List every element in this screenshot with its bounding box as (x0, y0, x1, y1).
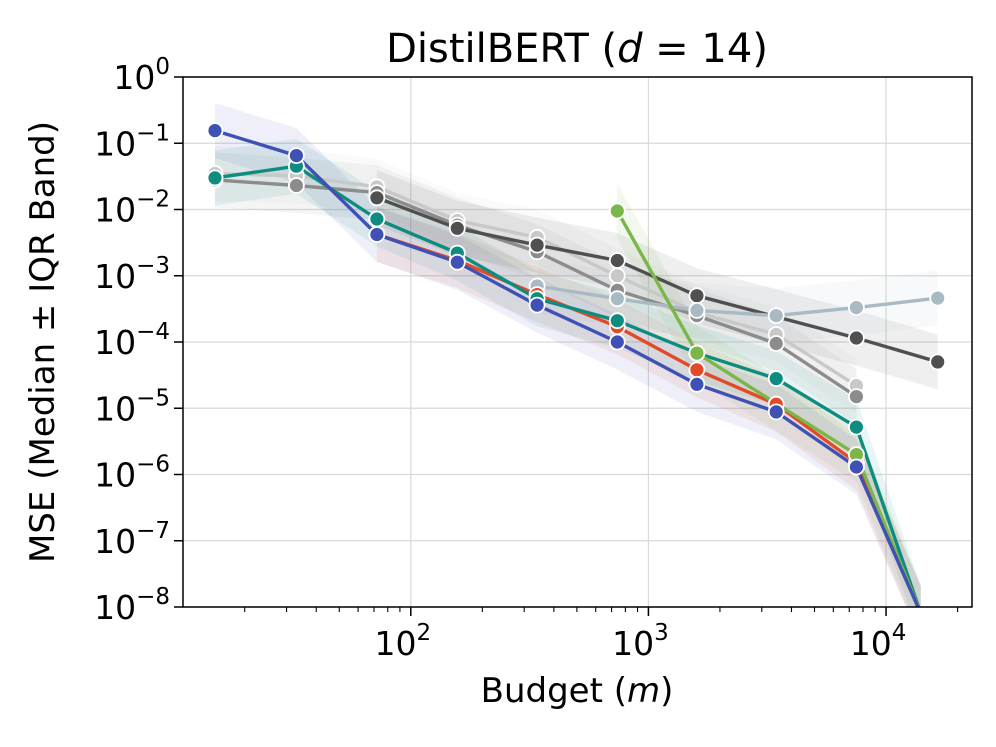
data-point-gray-dark-0 (368, 189, 386, 207)
y-tick-label-3: 10−3 (94, 253, 170, 296)
y-tick-label-base-7: 10 (94, 522, 136, 561)
data-point-blue-2 (368, 226, 386, 243)
data-point-teal-5 (608, 312, 626, 330)
data-point-gray-mid-8 (848, 388, 865, 406)
series-line-orange (376, 232, 920, 607)
data-point-blue-gray-5 (929, 289, 947, 307)
chart-title-suffix: = 14) (642, 26, 767, 72)
y-tick-label-exp-2: −2 (136, 187, 170, 213)
y-tick-label-base-0: 10 (113, 58, 155, 97)
y-tick-label-base-6: 10 (94, 456, 136, 495)
iqr-band-gray-mid (215, 152, 857, 425)
series-line-blue-gray (536, 284, 938, 318)
data-point-green-1 (688, 344, 706, 362)
chart-title-prefix: DistilBERT ( (386, 26, 617, 72)
x-tick-label-exp-2: 4 (892, 620, 907, 646)
data-point-blue-gray-3 (767, 307, 785, 325)
axis-ticks (174, 76, 959, 616)
y-tick-label-exp-0: 0 (155, 54, 170, 80)
series-line-teal (214, 164, 921, 607)
x-tick-label-1: 103 (612, 620, 669, 663)
data-point-blue-gray-2 (688, 301, 706, 319)
y-tick-label-exp-8: −8 (136, 584, 170, 610)
data-point-gray-dark-4 (688, 287, 706, 305)
data-point-blue-1 (287, 147, 305, 165)
data-point-teal-0 (206, 169, 224, 187)
x-tick-label-exp-1: 3 (654, 620, 669, 646)
data-point-blue-8 (848, 458, 865, 476)
y-tick-label-base-8: 10 (94, 588, 136, 627)
y-tick-label-base-5: 10 (94, 389, 136, 428)
x-tick-label-2: 104 (850, 620, 907, 663)
y-tick-label-6: 10−6 (94, 452, 170, 495)
x-axis-label-prefix: Budget ( (481, 671, 627, 711)
y-tick-label-2: 10−2 (94, 187, 170, 230)
y-tick-label-exp-6: −6 (136, 452, 170, 478)
data-point-teal-8 (848, 418, 865, 436)
x-axis-label-suffix: ) (660, 671, 673, 711)
data-point-gray-dark-2 (528, 236, 546, 254)
x-tick-label-base-2: 10 (850, 624, 892, 663)
iqr-band-blue (215, 103, 921, 607)
iqr-band-green (617, 183, 921, 607)
y-tick-label-exp-4: −4 (136, 319, 170, 345)
series-markers (206, 122, 947, 476)
y-tick-label-exp-7: −7 (136, 518, 170, 544)
x-tick-label-0: 102 (374, 620, 431, 663)
y-tick-label-8: 10−8 (94, 584, 170, 627)
data-point-blue-0 (206, 122, 224, 140)
data-point-blue-3 (448, 253, 466, 271)
x-axis-label: Budget (m) (481, 671, 674, 711)
y-tick-label-exp-3: −3 (136, 253, 170, 279)
y-tick-label-exp-5: −5 (136, 385, 170, 411)
chart-title: DistilBERT (d = 14) (386, 26, 768, 72)
series-line-blue (214, 128, 920, 607)
data-point-gray-mid-1 (287, 177, 305, 194)
y-tick-label-0: 100 (113, 54, 170, 97)
iqr-band-blue-gray (537, 258, 938, 344)
data-point-gray-light-a-5 (608, 267, 626, 285)
data-point-gray-dark-5 (848, 329, 865, 347)
x-axis-label-var: m (627, 671, 660, 711)
data-point-blue-gray-4 (848, 299, 865, 317)
data-point-blue-7 (767, 403, 785, 421)
x-tick-label-base-1: 10 (612, 624, 654, 663)
data-point-gray-mid-7 (767, 335, 785, 352)
y-tick-label-7: 10−7 (94, 518, 170, 561)
data-point-blue-5 (608, 333, 626, 351)
x-tick-label-base-0: 10 (374, 624, 416, 663)
y-tick-label-base-2: 10 (94, 191, 136, 230)
data-point-gray-dark-6 (929, 353, 947, 371)
y-tick-label-exp-1: −1 (136, 120, 170, 146)
y-tick-label-base-3: 10 (94, 257, 136, 296)
iqr-band-orange (376, 207, 921, 607)
chart-title-var: d (617, 26, 643, 72)
data-point-green-0 (608, 202, 626, 220)
data-point-gray-dark-1 (448, 219, 466, 237)
data-point-blue-gray-1 (608, 290, 626, 308)
y-tick-label-base-1: 10 (94, 124, 136, 163)
y-tick-label-5: 10−5 (94, 385, 170, 428)
y-tick-label-base-4: 10 (94, 323, 136, 362)
data-point-blue-6 (688, 375, 706, 393)
data-point-orange-4 (688, 361, 706, 379)
data-point-teal-7 (767, 370, 785, 388)
x-tick-label-exp-0: 2 (416, 620, 431, 646)
data-point-gray-dark-3 (608, 252, 626, 269)
data-point-blue-4 (528, 296, 546, 314)
data-point-teal-2 (368, 210, 386, 228)
y-tick-label-4: 10−4 (94, 319, 170, 362)
y-tick-label-1: 10−1 (94, 120, 170, 163)
y-axis-label: MSE (Median ± IQR Band) (23, 121, 63, 563)
